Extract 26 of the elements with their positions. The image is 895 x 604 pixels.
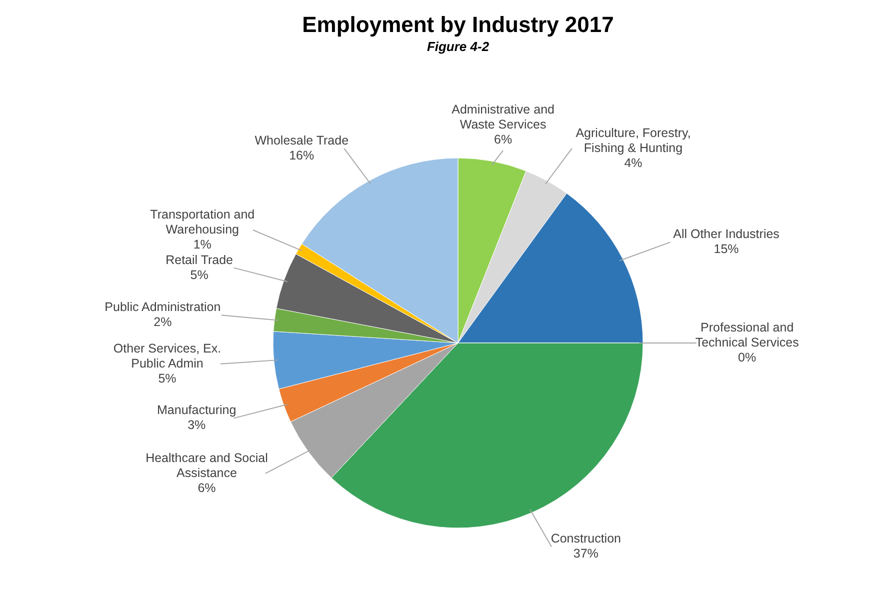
data-label: 5%: [190, 268, 208, 282]
data-label: 5%: [158, 371, 176, 386]
slice-label: All Other Industries: [673, 227, 780, 242]
legend-label: Professional and Technical Services: [695, 320, 799, 350]
slice-label: Wholesale Trade: [254, 133, 349, 148]
slice-label: Healthcare and Social Assistance: [146, 450, 268, 480]
data-label: 6%: [494, 132, 512, 146]
data-label: 6%: [198, 480, 216, 495]
data-label: 1%: [193, 237, 212, 252]
slice-label: Construction: [550, 532, 622, 546]
chart-subtitle: Figure 4-2: [426, 39, 490, 54]
slice-label: Other Services, Ex. Public Admin: [113, 341, 222, 370]
slice-label: Retail Trade: [166, 252, 234, 267]
slice-label: Public Administration: [104, 300, 221, 314]
chart-title: Employment by Industry 2017: [302, 12, 614, 37]
data-label: 2%: [154, 315, 172, 330]
data-label: 15%: [714, 242, 739, 256]
slice-label: Administrative and Waste Services: [452, 102, 555, 132]
data-label: 16%: [289, 148, 314, 162]
slice-label: Manufacturing: [157, 403, 236, 418]
data-label: 3%: [188, 418, 206, 432]
data-label: 37%: [573, 546, 598, 561]
slice-label: Transportation and Warehousing: [150, 207, 255, 236]
slice-label: Agriculture, Forestry, Fishing & Hunting: [576, 126, 691, 155]
data-label: 4%: [624, 156, 642, 170]
text: 0%: [738, 350, 756, 364]
